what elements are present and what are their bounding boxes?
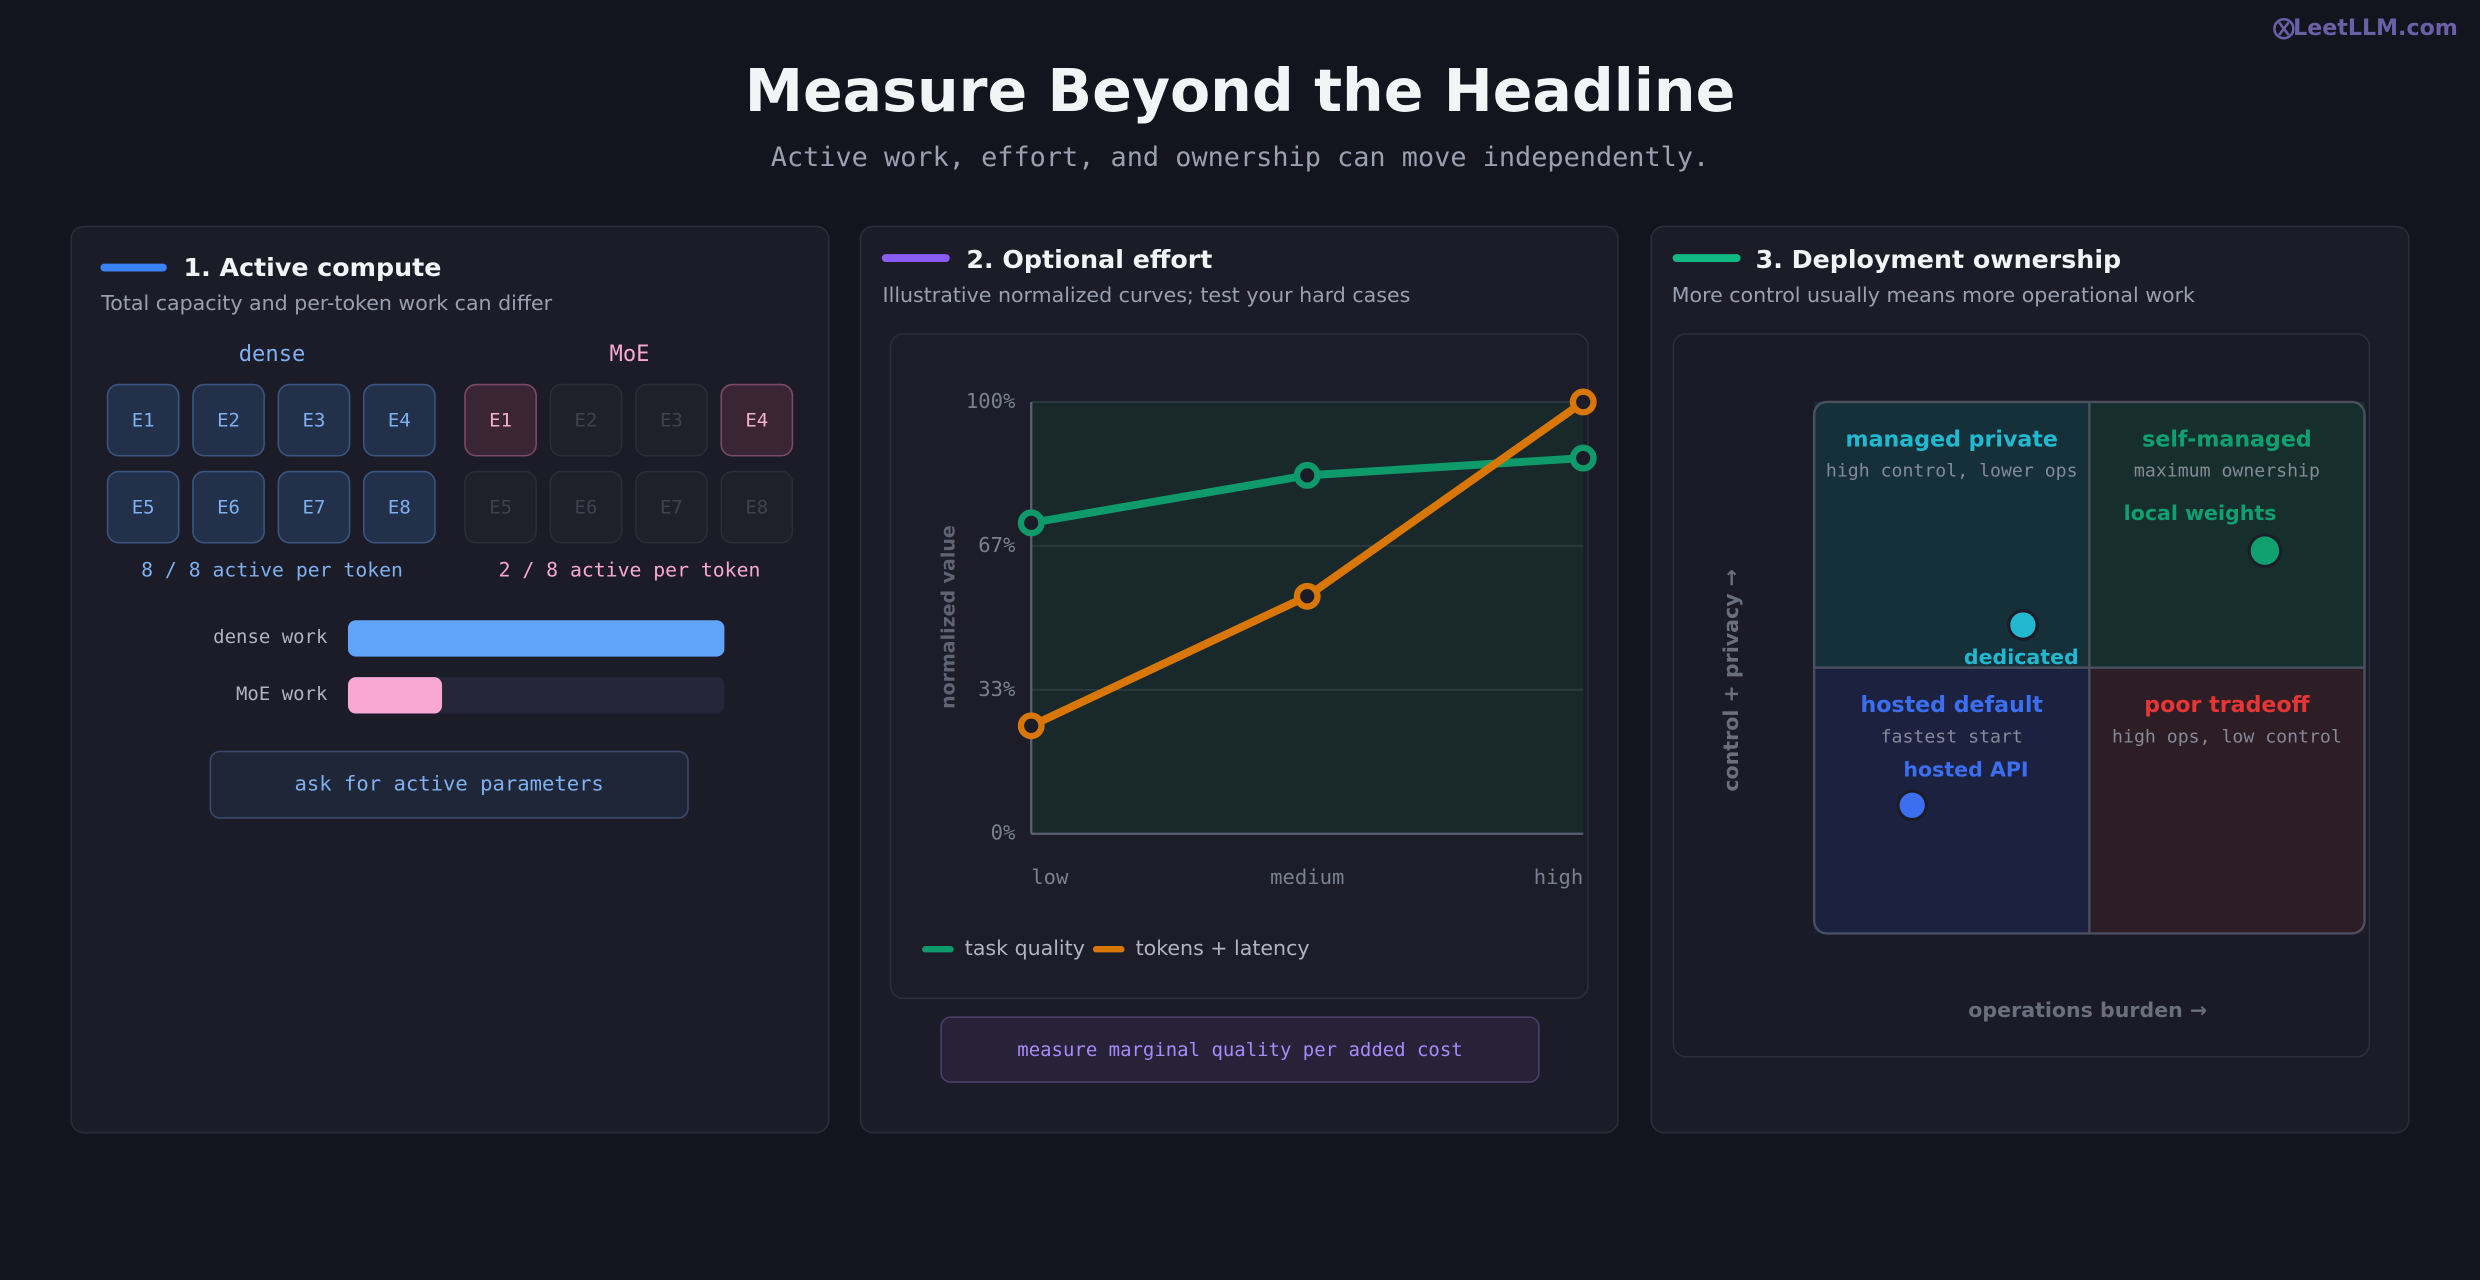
point-label: hosted API bbox=[1903, 757, 2028, 781]
point bbox=[2250, 536, 2280, 565]
y-axis-label: normalized value bbox=[937, 525, 959, 709]
y-tick-label: 0% bbox=[991, 821, 1016, 845]
group-caption: 2 / 8 active per token bbox=[499, 559, 761, 582]
y-axis-label: control + privacy → bbox=[1719, 569, 1743, 792]
expert-label: E1 bbox=[132, 409, 155, 431]
panel-subtitle: More control usually means more operatio… bbox=[1672, 283, 2195, 307]
panel-subtitle: Total capacity and per-token work can di… bbox=[100, 291, 552, 315]
work-bar bbox=[347, 620, 725, 657]
expert-box bbox=[192, 470, 265, 544]
button-label: ask for active parameters bbox=[295, 772, 604, 796]
quadrant-title: self-managed bbox=[2142, 426, 2312, 452]
quadrant-note: fastest start bbox=[1881, 726, 2023, 747]
expert-label: E3 bbox=[303, 409, 326, 431]
expert-box bbox=[106, 383, 180, 457]
point bbox=[1017, 509, 1045, 537]
expert-box bbox=[362, 383, 436, 457]
expert-box bbox=[464, 470, 537, 544]
expert-box bbox=[277, 470, 351, 544]
work-label: MoE work bbox=[236, 683, 328, 705]
expert-box bbox=[277, 383, 351, 457]
expert-label: E4 bbox=[745, 409, 768, 431]
expert-label: E2 bbox=[575, 409, 598, 431]
work-bar bbox=[347, 677, 443, 714]
expert-box bbox=[635, 383, 708, 457]
expert-box bbox=[720, 470, 794, 544]
quadrant-title: hosted default bbox=[1860, 692, 2043, 718]
expert-label: E6 bbox=[217, 496, 240, 518]
quadrant-note: high ops, low control bbox=[2112, 726, 2342, 747]
expert-box bbox=[192, 383, 265, 457]
expert-label: E3 bbox=[660, 409, 683, 431]
expert-box bbox=[106, 470, 180, 544]
x-tick-label: high bbox=[1534, 865, 1583, 889]
title: Measure Beyond the Headline bbox=[745, 57, 1736, 125]
expert-label: E7 bbox=[303, 496, 326, 518]
quadrant-note: maximum ownership bbox=[2134, 461, 2320, 482]
point bbox=[1899, 792, 1925, 818]
legend-label: task quality bbox=[965, 936, 1085, 960]
panel-title: 2. Optional effort bbox=[966, 245, 1212, 274]
y-tick-label: 67% bbox=[978, 533, 1016, 557]
expert-label: E4 bbox=[388, 409, 411, 431]
subtitle: Active work, effort, and ownership can m… bbox=[771, 142, 1709, 173]
point bbox=[2010, 612, 2036, 638]
expert-label: E8 bbox=[745, 496, 768, 518]
expert-label: E2 bbox=[217, 409, 240, 431]
expert-label: E5 bbox=[132, 496, 155, 518]
x-axis-label: operations burden → bbox=[1968, 998, 2207, 1022]
expert-box bbox=[549, 470, 623, 544]
expert-label: E7 bbox=[660, 496, 683, 518]
quadrant bbox=[2089, 401, 2365, 668]
brand: LeetLLM.com bbox=[2293, 15, 2458, 41]
point bbox=[1569, 444, 1597, 472]
quadrant bbox=[2089, 667, 2365, 934]
quadrant-title: managed private bbox=[1846, 426, 2058, 452]
quadrant-title: poor tradeoff bbox=[2144, 692, 2310, 718]
button[interactable] bbox=[940, 1016, 1540, 1083]
button[interactable] bbox=[209, 750, 689, 819]
point bbox=[1293, 582, 1321, 610]
quadrant-note: high control, lower ops bbox=[1826, 461, 2078, 482]
expert-box bbox=[635, 470, 708, 544]
point bbox=[1017, 712, 1045, 740]
expert-label: E5 bbox=[489, 496, 512, 518]
group-caption: 8 / 8 active per token bbox=[141, 559, 403, 582]
point bbox=[1293, 461, 1321, 489]
group-label: MoE bbox=[610, 341, 650, 367]
quadrant bbox=[1814, 667, 2090, 934]
y-tick-label: 100% bbox=[966, 389, 1016, 413]
panel-title: 3. Deployment ownership bbox=[1756, 245, 2121, 274]
brand-icon bbox=[2273, 17, 2295, 40]
x-tick-label: medium bbox=[1270, 865, 1344, 889]
x-tick-label: low bbox=[1031, 865, 1069, 889]
expert-label: E8 bbox=[388, 496, 411, 518]
expert-box bbox=[464, 383, 537, 457]
point-label: dedicated bbox=[1964, 645, 2079, 669]
expert-box bbox=[720, 383, 794, 457]
group-label: dense bbox=[239, 341, 306, 367]
y-tick-label: 33% bbox=[978, 677, 1016, 701]
work-label: dense work bbox=[213, 626, 328, 648]
expert-label: E1 bbox=[489, 409, 512, 431]
expert-box bbox=[549, 383, 623, 457]
point bbox=[1569, 388, 1597, 416]
panel-subtitle: Illustrative normalized curves; test you… bbox=[883, 283, 1411, 307]
legend-label: tokens + latency bbox=[1136, 936, 1310, 960]
button-label: measure marginal quality per added cost bbox=[1017, 1039, 1462, 1061]
quadrant bbox=[1814, 401, 2090, 668]
expert-box bbox=[362, 470, 436, 544]
point-label: local weights bbox=[2124, 501, 2277, 525]
panel-title: 1. Active compute bbox=[183, 253, 441, 282]
expert-label: E6 bbox=[575, 496, 598, 518]
